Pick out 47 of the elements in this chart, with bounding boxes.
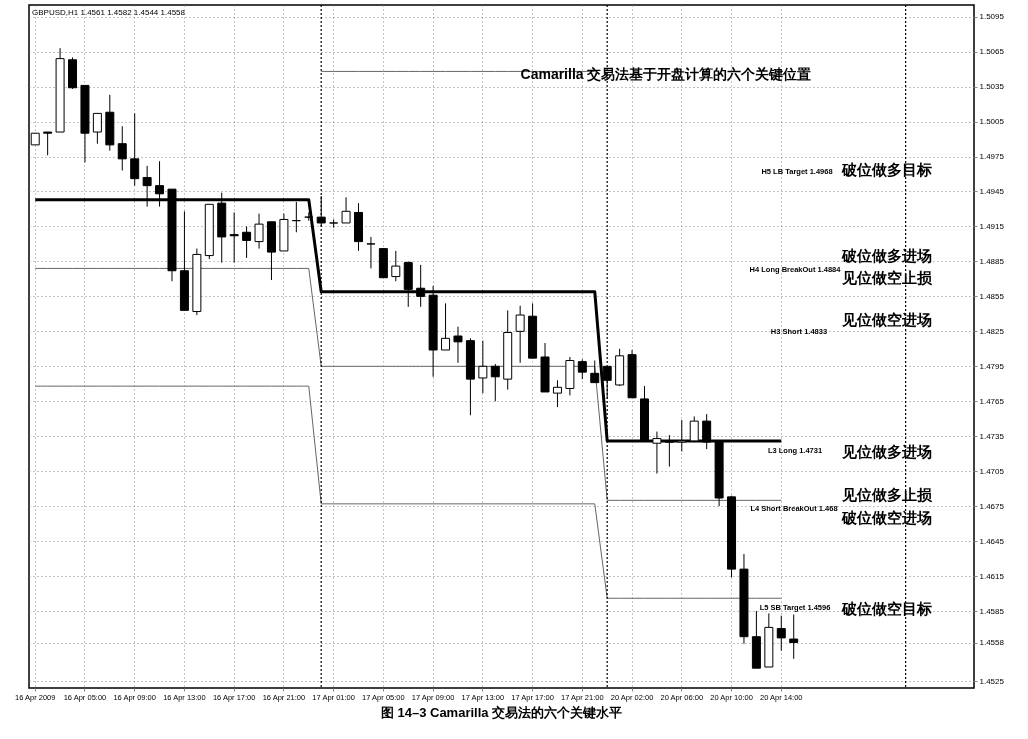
y-tick-label: 1.4585 xyxy=(979,606,1005,616)
y-tick-label: 1.4525 xyxy=(979,676,1005,686)
y-tick-label: 1.5065 xyxy=(979,47,1005,57)
candlestick xyxy=(92,112,102,145)
text: 图 14–3 Camarilla 交易法的六个关键水平 xyxy=(380,704,623,720)
candlestick xyxy=(366,236,376,269)
y-tick-label: 1.4675 xyxy=(979,501,1005,511)
candlestick xyxy=(441,302,451,351)
y-tick-label: 1.4885 xyxy=(979,256,1005,266)
candlestick xyxy=(577,358,587,380)
annotation: 破位做空进场 xyxy=(841,509,932,526)
candlestick xyxy=(117,125,127,172)
y-tick-label: 1.4645 xyxy=(979,536,1005,546)
y-tick-label: 1.5035 xyxy=(979,82,1005,92)
y-tick-label: 1.5005 xyxy=(979,117,1005,127)
annotation: GBPUSD,H1 1.4561 1.4582 1.4544 1.4558 xyxy=(32,8,186,17)
annotation: 见位做多进场 xyxy=(841,443,932,460)
candlestick xyxy=(130,112,140,187)
y-tick-label: 1.4825 xyxy=(979,326,1005,336)
candlestick xyxy=(515,305,525,364)
y-tick-label: 1.5095 xyxy=(979,12,1005,22)
candlestick xyxy=(43,131,53,156)
y-tick-label: 1.4945 xyxy=(979,186,1005,196)
candlestick xyxy=(341,196,351,224)
candlestick xyxy=(254,213,264,250)
y-tick-label: 1.4705 xyxy=(979,466,1005,476)
y-tick-label: 1.4975 xyxy=(979,152,1005,162)
y-tick-label: 1.4765 xyxy=(979,396,1005,406)
candlestick xyxy=(490,363,500,402)
y-tick-label: 1.4855 xyxy=(979,291,1005,301)
candlestick xyxy=(391,250,401,282)
candlestick xyxy=(776,615,786,652)
y-tick-label: 1.4615 xyxy=(979,571,1005,581)
candlestick xyxy=(229,211,239,264)
y-tick-label: 1.4735 xyxy=(979,431,1005,441)
candlestick xyxy=(242,225,252,259)
y-tick-label: 1.4558 xyxy=(979,638,1005,648)
candlestick xyxy=(416,264,426,308)
annotation: 见位做空进场 xyxy=(841,311,932,328)
candlestick xyxy=(453,326,463,364)
candlestick xyxy=(552,379,562,408)
y-tick-label: 1.4795 xyxy=(979,361,1005,371)
candlestick xyxy=(789,614,799,660)
y-tick-label: 1.4915 xyxy=(979,221,1005,231)
candlestick xyxy=(590,359,600,384)
candlestick xyxy=(478,340,488,394)
annotation: 破位做多进场 xyxy=(841,247,932,264)
